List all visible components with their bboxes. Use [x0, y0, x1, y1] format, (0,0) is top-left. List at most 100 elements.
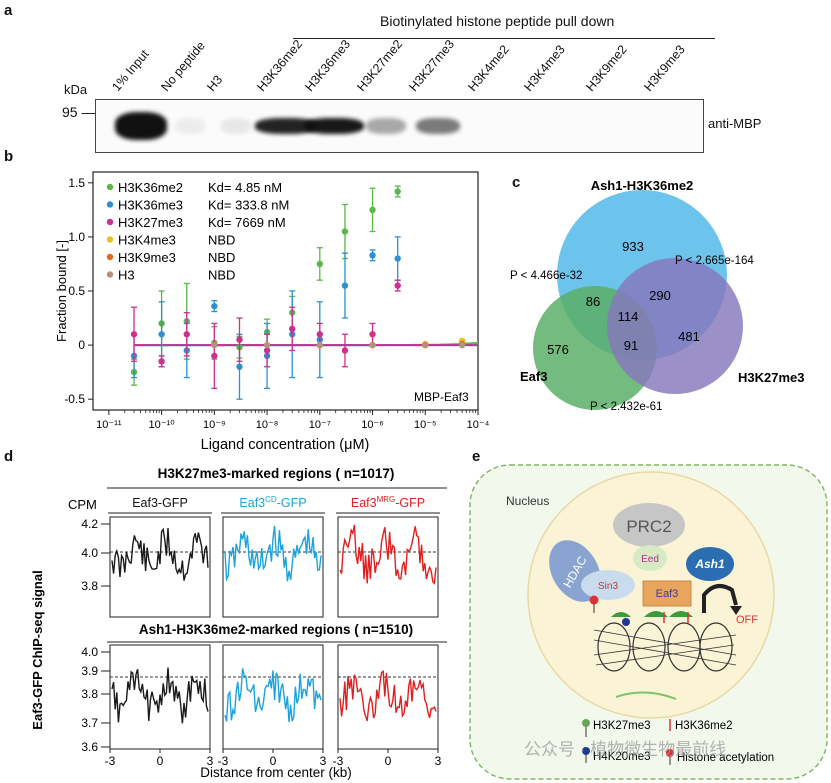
data-point [316, 260, 324, 268]
western-blot [95, 99, 704, 153]
x-tick-label: -3 [333, 754, 344, 768]
data-point [236, 363, 243, 370]
data-point [394, 282, 401, 289]
legend-marker [106, 253, 114, 261]
signal-trace [339, 670, 437, 722]
lane-label: H3 [204, 72, 226, 94]
profile-frame [222, 516, 324, 618]
venn-count-eaf3-only: 576 [547, 342, 569, 357]
legend-kd: Kd= 7669 nM [208, 215, 286, 230]
x-tick-label: 0 [385, 754, 392, 768]
lane-label: H3K27me2 [354, 37, 406, 94]
acetylation-mark [589, 595, 599, 605]
ash1-protein [686, 547, 734, 581]
y-tick-label: 1.0 [68, 230, 85, 244]
chip-seq-profiles: H3K27me3-marked regions ( n=1017) Ash1-H… [30, 466, 447, 780]
blot-band [304, 118, 364, 134]
data-point [341, 282, 349, 289]
x-tick-label: -3 [105, 754, 116, 768]
legend-acetylation-icon [666, 749, 674, 757]
blot-band [366, 118, 406, 134]
lane-label: H3K27me3 [406, 37, 458, 94]
lane-label: H3K4me3 [521, 42, 568, 94]
x-tick-label: 10⁻⁷ [309, 419, 331, 431]
sin3-label: Sin3 [598, 581, 618, 592]
x-tick-label: 10⁻⁹ [203, 419, 226, 431]
venn-label-ash1: Ash1-H3K36me2 [591, 178, 694, 193]
data-point [341, 347, 349, 354]
data-point [422, 341, 429, 349]
prc2-complex [613, 503, 685, 547]
binding-curve-chart: 10⁻¹¹ 10⁻¹⁰ 10⁻⁹ 10⁻⁸ 10⁻⁷ 10⁻⁶ 10⁻⁵ 10⁻⁴ -0.5 0 0… [54, 171, 490, 453]
h3k27me3-mark-3 [611, 612, 631, 617]
off-arrowhead [730, 606, 742, 615]
data-point [183, 331, 190, 338]
row2-title: Ash1-H3K36me2-marked regions ( n=1510) [139, 622, 413, 637]
y-tick-label: 1.5 [68, 176, 85, 190]
chart-axes: 10⁻¹¹ 10⁻¹⁰ 10⁻⁹ 10⁻⁸ 10⁻⁷ 10⁻⁶ 10⁻⁵ 10⁻⁴ -0.5 0 0… [64, 176, 489, 431]
x-axis-label: Ligand concentration (μM) [201, 437, 370, 453]
x-tick-label: 10⁻⁴ [467, 419, 490, 431]
cpm-label: CPM [68, 497, 97, 512]
eed-protein [633, 545, 667, 571]
pulldown-header-line [293, 38, 715, 40]
column-titles: Eaf3-GFP Eaf3CD-GFP Eaf3MRG-GFP [108, 495, 440, 514]
legend-h4k20me3-icon [582, 747, 590, 755]
y-tick-label: 4.0 [81, 546, 98, 560]
kda-label: kDa [64, 82, 88, 97]
marker-95: 95 — [62, 104, 96, 120]
legend-kd: Kd= 4.85 nM [208, 180, 282, 195]
model-diagram: Nucleus PRC2 Eed HDAC Sin3 Ash1 Eaf3 OFF… [469, 464, 828, 780]
blot-band [416, 118, 460, 134]
data-point [289, 325, 296, 333]
legend-marker [106, 271, 114, 278]
venn-diagram: Ash1-H3K36me2 Eaf3 H3K27me3 933 576 481 … [510, 178, 805, 413]
eaf3-label: Eaf3 [656, 588, 679, 600]
legend-h3k36me2: H3K36me2 [675, 720, 733, 732]
venn-count-all: 114 [618, 309, 639, 324]
pulldown-header: Biotinylated histone peptide pull down [380, 13, 615, 29]
data-point [211, 352, 218, 360]
x-tick-label: 3 [435, 754, 442, 768]
venn-label-eaf3: Eaf3 [520, 369, 547, 384]
venn-count-ash1-h3k27: 290 [649, 288, 671, 303]
legend-kd: NBD [208, 233, 235, 248]
x-tick-label: 10⁻¹¹ [96, 419, 122, 431]
data-point [158, 358, 165, 365]
column-title: Eaf3MRG-GFP [351, 495, 425, 510]
data-point [369, 252, 376, 259]
legend-h3k27me3-icon [582, 719, 590, 727]
legend-h3k27me3: H3K27me3 [593, 720, 651, 732]
x-tick-label: 10⁻⁶ [361, 419, 384, 431]
blot-band [221, 118, 251, 134]
data-point [263, 341, 271, 349]
data-point [369, 341, 376, 349]
nucleosome-1 [597, 622, 631, 672]
legend-kd: NBD [208, 250, 235, 265]
column-title: Eaf3CD-GFP [239, 495, 306, 510]
data-point [369, 331, 376, 338]
off-arrow [702, 584, 738, 613]
x-tick-label: 10⁻⁸ [256, 419, 279, 431]
legend-series-name: H3K4me3 [118, 233, 176, 248]
nucleus-label: Nucleus [506, 494, 549, 508]
venn-circle-h3k27me3 [607, 258, 743, 394]
lane-label: H3K9me3 [641, 42, 688, 94]
eaf3-protein [642, 580, 692, 607]
y-tick-label: -0.5 [64, 392, 85, 406]
panel-e-label: e [472, 448, 481, 465]
venn-label-h3k27me3: H3K27me3 [738, 370, 805, 385]
prc2-label: PRC2 [626, 517, 671, 536]
fit-curves [134, 341, 479, 347]
y-tick-label: 4.0 [81, 645, 98, 659]
venn-count-h3k27-only: 481 [678, 329, 700, 344]
legend-marker [106, 201, 114, 208]
eed-label: Eed [641, 554, 659, 565]
lane-label: H3K9me2 [583, 42, 630, 94]
profile-frame [109, 516, 211, 618]
protein-label: MBP-Eaf3 [414, 390, 469, 404]
signal-trace [339, 524, 437, 585]
y-tick-label: 0.5 [68, 284, 85, 298]
lane-label: H3K4me2 [465, 42, 512, 94]
lane-label: H3K36me2 [254, 37, 306, 94]
